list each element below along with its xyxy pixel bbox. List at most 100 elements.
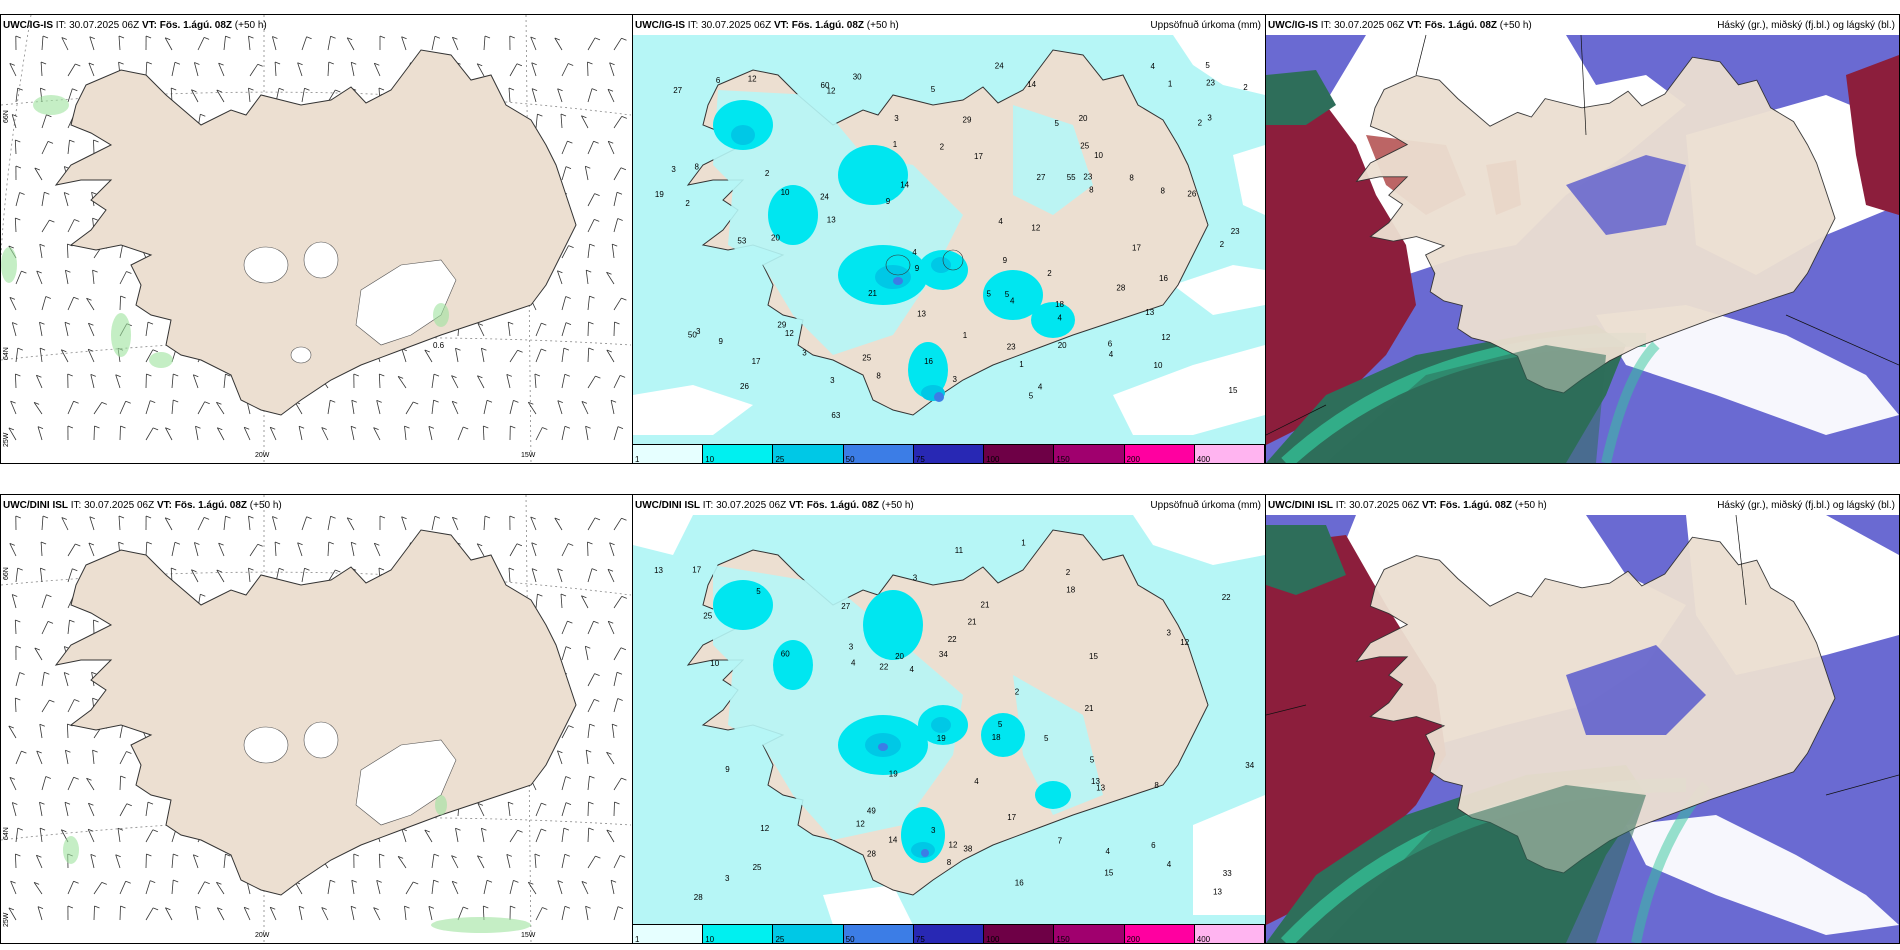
wind-barb bbox=[145, 61, 148, 77]
wind-barb-flag bbox=[347, 37, 353, 41]
precip-value: 50 bbox=[688, 330, 697, 339]
precip-value: 2 bbox=[765, 169, 770, 178]
wind-barb-flag bbox=[595, 375, 601, 379]
wind-barb bbox=[145, 400, 151, 415]
wind-barb-flag bbox=[72, 88, 78, 92]
it-value: 30.07.2025 06Z bbox=[701, 20, 772, 31]
wind-barb-flag bbox=[506, 374, 512, 377]
wind-barb-flag bbox=[9, 63, 15, 66]
wind-barb-flag bbox=[477, 543, 483, 547]
wind-barb-flag bbox=[216, 569, 222, 573]
wind-barb-flag bbox=[401, 516, 407, 520]
wind-barb bbox=[561, 322, 567, 337]
wind-barb bbox=[507, 322, 511, 337]
wind-barb-flag bbox=[15, 515, 21, 519]
precip-value: 15 bbox=[1229, 386, 1238, 395]
precip-value: 3 bbox=[671, 165, 676, 174]
wind-barb-flag bbox=[88, 828, 94, 832]
wind-barb-flag bbox=[589, 295, 595, 299]
wind-barb-flag bbox=[542, 907, 548, 910]
wind-barb bbox=[36, 855, 43, 869]
wind-barb-flag bbox=[621, 777, 627, 781]
wind-barb-flag bbox=[298, 425, 305, 429]
wind-barb-flag bbox=[376, 400, 382, 403]
wind-barb bbox=[483, 515, 486, 531]
wind-barb bbox=[195, 426, 199, 441]
wind-barb bbox=[607, 569, 615, 583]
wind-barb bbox=[378, 853, 381, 869]
wind-barb bbox=[115, 374, 121, 389]
wind-barb-flag bbox=[146, 541, 152, 545]
precip-value: 14 bbox=[888, 836, 897, 845]
wind-barb-flag bbox=[145, 515, 152, 519]
wind-barb-flag bbox=[173, 373, 179, 377]
wind-barb bbox=[40, 61, 43, 77]
it-label: IT: bbox=[1335, 500, 1347, 511]
wind-barb-flag bbox=[328, 61, 334, 65]
wind-barb-flag bbox=[204, 881, 210, 885]
wind-barb bbox=[269, 427, 277, 441]
precip-value: 60 bbox=[781, 650, 790, 659]
wind-barb-flag bbox=[91, 671, 97, 675]
precip-value: 34 bbox=[939, 650, 948, 659]
wind-barb-flag bbox=[218, 62, 224, 66]
wind-barb-flag bbox=[257, 543, 263, 547]
lon-label-15: 15W bbox=[521, 932, 536, 939]
wind-barb bbox=[477, 855, 485, 869]
wind-barb-flag bbox=[120, 425, 126, 429]
wind-barb-flag bbox=[531, 568, 538, 571]
wind-barb-flag bbox=[477, 375, 483, 379]
wind-barb-flag bbox=[40, 541, 47, 545]
wind-barb bbox=[15, 192, 20, 207]
wind-barb-flag bbox=[86, 297, 92, 301]
colorbar-segment bbox=[703, 445, 774, 463]
precip-value: 18 bbox=[1066, 585, 1075, 594]
it-label: IT: bbox=[687, 20, 699, 31]
precip-value: 3 bbox=[696, 327, 701, 336]
wind-barb-flag bbox=[37, 426, 44, 429]
wind-barb-flag bbox=[147, 321, 154, 325]
precip-value: 28 bbox=[694, 893, 703, 902]
wind-barb bbox=[67, 568, 73, 583]
precip-value: 25 bbox=[1080, 142, 1089, 151]
wind-barb bbox=[67, 620, 70, 635]
precip-value: 5 bbox=[1205, 61, 1210, 70]
precip-value: 53 bbox=[737, 237, 746, 246]
wind-barb bbox=[587, 61, 589, 77]
wind-barb bbox=[88, 323, 95, 337]
precip-value: 12 bbox=[1180, 638, 1189, 647]
wind-barb bbox=[560, 593, 563, 609]
wind-barb bbox=[587, 321, 589, 337]
wind-barb bbox=[36, 270, 43, 285]
precip-value: 29 bbox=[777, 320, 786, 329]
wind-barb-flag bbox=[351, 879, 357, 883]
wind-barb-flag bbox=[173, 879, 179, 883]
wind-barb bbox=[14, 139, 17, 155]
wind-barb bbox=[350, 62, 355, 77]
wind-barb bbox=[613, 517, 622, 531]
wind-barb bbox=[613, 167, 622, 181]
wind-barb-flag bbox=[477, 855, 483, 859]
wind-barb bbox=[613, 801, 615, 817]
wind-barb bbox=[274, 541, 277, 557]
wind-barb-flag bbox=[554, 37, 560, 41]
wind-barb bbox=[216, 402, 225, 415]
wind-barb bbox=[346, 517, 355, 531]
wind-barb-flag bbox=[567, 620, 573, 624]
wind-barb bbox=[119, 401, 127, 415]
wind-barb bbox=[581, 595, 589, 609]
wind-barb-flag bbox=[73, 296, 79, 300]
wind-barb-flag bbox=[531, 62, 537, 66]
wind-barb-flag bbox=[516, 543, 523, 547]
wind-barb bbox=[561, 374, 566, 389]
precip-value: 20 bbox=[895, 652, 904, 661]
precip-value: 28 bbox=[1116, 284, 1125, 293]
wind-barb bbox=[587, 219, 595, 233]
wind-barb bbox=[587, 724, 591, 739]
wind-barb-flag bbox=[61, 37, 67, 40]
wind-barb-flag bbox=[606, 349, 612, 353]
wind-barb-flag bbox=[330, 515, 336, 519]
precip-value: 25 bbox=[703, 611, 712, 620]
wind-barb bbox=[92, 750, 95, 765]
wind-barb-flag bbox=[248, 515, 254, 519]
